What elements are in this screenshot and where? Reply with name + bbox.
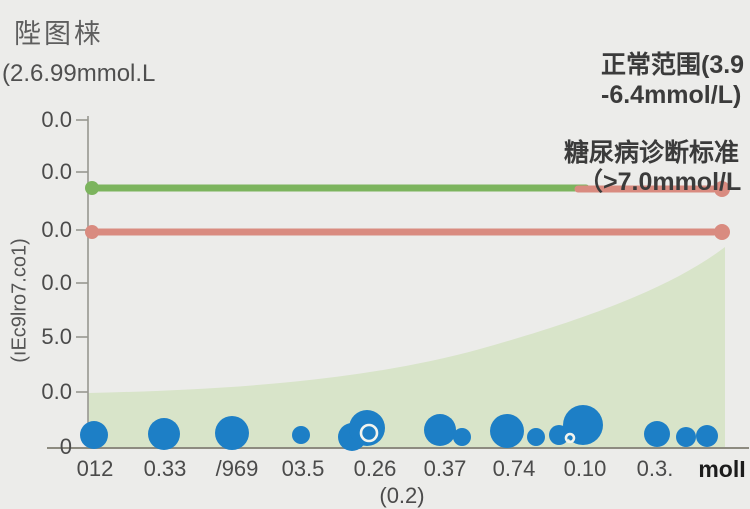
x-tick-label: 0.74 <box>492 456 536 481</box>
diabetes-annotation-line1: 糖尿病诊断标准 <box>564 139 740 167</box>
y-tick-label: 0.0 <box>41 217 72 242</box>
bubble <box>527 428 545 446</box>
x-tick-label: 0.33 <box>143 456 187 481</box>
normal-range-annotation-line2: -6.4mmol/L) <box>601 81 742 109</box>
normal-range-annotation: 正常范围(3.9 -6.4mmol/L) <box>601 50 750 110</box>
bubble <box>696 425 718 447</box>
bubble <box>424 414 456 446</box>
normal-range-line-end-dot <box>714 181 730 197</box>
bubble <box>148 418 180 450</box>
x-tick-label: 0.3. <box>636 456 674 481</box>
area-series <box>88 247 725 448</box>
normal-range-annotation-line1: 正常范围(3.9 <box>601 51 745 79</box>
bubble <box>490 414 524 448</box>
y-tick-label: 0.0 <box>41 379 72 404</box>
normal-range-line-start-dot <box>85 181 99 195</box>
x-tick-label: 0.26 <box>353 456 397 481</box>
x-tick-label: 0.10 <box>563 456 607 481</box>
bubble <box>563 405 603 445</box>
x-tick-label: 012 <box>76 456 114 481</box>
bubble <box>676 427 696 447</box>
white-ring-small <box>564 432 576 444</box>
chart-subtitle: (2.6.99mmol.L <box>2 60 156 87</box>
y-tick-label: 0.0 <box>41 107 72 132</box>
y-tick-label: 0.0 <box>41 159 72 184</box>
page-title: 陛图梾 <box>14 19 104 49</box>
y-tick-label: 5.0 <box>41 324 72 349</box>
diabetes-threshold-start-dot <box>85 225 99 239</box>
y-tick-label: 0.0 <box>41 270 72 295</box>
bubble <box>644 421 670 447</box>
bubble <box>215 416 249 450</box>
diabetes-annotation-line2: （>7.0mmol/L <box>578 168 742 196</box>
x-tick-label: 0.37 <box>423 456 467 481</box>
x-axis-sub-label: (0.2) <box>379 483 425 508</box>
bubble <box>80 421 108 449</box>
y-axis-title: (ıEc9lro7.co1) <box>8 238 31 363</box>
x-tick-label: /969 <box>215 456 259 481</box>
bubble <box>453 428 471 446</box>
x-axis-unit-label: molI <box>698 456 746 482</box>
y-tick-label: 0 <box>59 434 72 459</box>
x-tick-label: 03.5 <box>281 456 325 481</box>
bubble <box>292 426 310 444</box>
diabetes-threshold-end-dot <box>714 224 730 240</box>
white-ring <box>359 423 379 443</box>
diabetes-annotation: 糖尿病诊断标准 （>7.0mmol/L <box>564 139 750 197</box>
